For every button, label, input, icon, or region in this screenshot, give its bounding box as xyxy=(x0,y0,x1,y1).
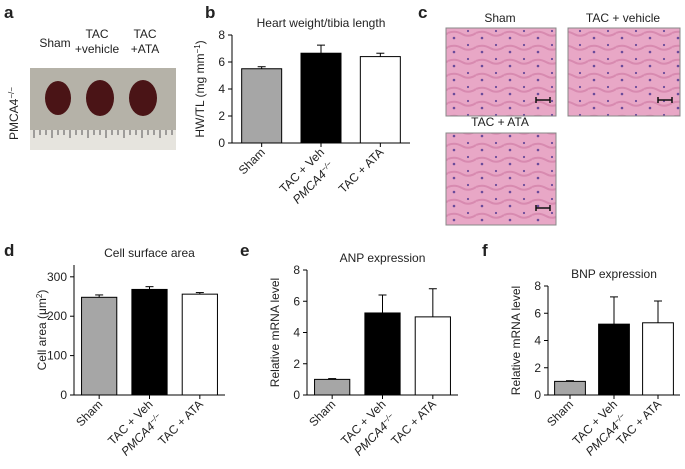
y-tick-label: 0 xyxy=(293,388,300,402)
y-tick-label: 100 xyxy=(47,349,67,363)
y-label-part: HW/TL (mg mm xyxy=(193,53,207,137)
y-label-part: Relative mRNA level xyxy=(268,278,282,387)
bar xyxy=(642,322,674,396)
y-label-part: −1 xyxy=(193,44,202,54)
heart-photo xyxy=(30,68,176,150)
bar xyxy=(181,293,218,396)
x-tick-label: TAC + ATA xyxy=(155,397,206,448)
bar xyxy=(81,296,118,396)
x-tick-label: Sham xyxy=(306,397,338,429)
y-axis-label: Relative mRNA level xyxy=(268,278,282,387)
y-tick-label: 6 xyxy=(218,55,225,69)
y-tick-label: 0 xyxy=(534,388,541,402)
y-tick-label: 2 xyxy=(218,109,225,123)
chart-title: BNP expression xyxy=(571,267,657,281)
y-axis-label: Cell area (μm2) xyxy=(35,290,49,371)
x-tick-label: TAC + ATA xyxy=(388,397,439,448)
y-label-part: ) xyxy=(193,40,207,44)
bar xyxy=(364,312,401,396)
photo-label: Sham xyxy=(484,11,515,25)
photo-label: Sham xyxy=(39,36,70,50)
y-tick-label: 4 xyxy=(534,334,541,348)
y-tick-label: 2 xyxy=(534,361,541,375)
panel-letter: e xyxy=(240,241,249,260)
y-axis-label: HW/TL (mg mm−1) xyxy=(193,40,207,137)
bar xyxy=(414,316,451,396)
photo-label: TAC xyxy=(133,27,156,41)
bar xyxy=(300,52,342,144)
y-tick-label: 8 xyxy=(293,263,300,277)
photo-label: TAC + vehicle xyxy=(586,11,660,25)
x-tick-label: Sham xyxy=(236,145,268,177)
y-label-part: Relative mRNA level xyxy=(509,286,523,395)
photo-label: +vehicle xyxy=(75,42,120,56)
y-tick-label: 4 xyxy=(218,82,225,96)
y-tick-label: 2 xyxy=(293,357,300,371)
y-axis-label: Relative mRNA level xyxy=(509,286,523,395)
bar xyxy=(241,68,283,144)
x-tick-label: TAC + ATA xyxy=(336,145,387,196)
y-tick-label: 0 xyxy=(218,136,225,150)
y-tick-label: 200 xyxy=(47,309,67,323)
panel-letter: b xyxy=(205,3,215,22)
y-label-part: ) xyxy=(35,290,49,294)
bar xyxy=(131,288,168,396)
bar xyxy=(314,378,351,396)
y-tick-label: 0 xyxy=(60,388,67,402)
x-tick-label: Sham xyxy=(73,397,105,429)
y-tick-label: 4 xyxy=(293,326,300,340)
genotype-label: PMCA4−/− xyxy=(7,87,21,140)
bar xyxy=(359,56,401,144)
histology-photo xyxy=(445,27,681,226)
panel-letter: a xyxy=(4,3,14,22)
panel-letter: c xyxy=(418,3,427,22)
y-tick-label: 8 xyxy=(534,279,541,293)
y-label-part: Cell area (μm xyxy=(35,298,49,370)
chart-title: ANP expression xyxy=(340,251,426,265)
chart-title: Cell surface area xyxy=(104,246,195,260)
x-tick-label: Sham xyxy=(544,397,576,429)
y-tick-label: 300 xyxy=(47,270,67,284)
panel-letter: f xyxy=(482,241,488,260)
chart-title: Heart weight/tibia length xyxy=(257,16,386,30)
y-label-part: 2 xyxy=(35,293,44,298)
y-tick-label: 6 xyxy=(293,294,300,308)
photo-label: TAC + ATA xyxy=(471,115,529,129)
photo-label: TAC xyxy=(85,27,108,41)
y-tick-label: 8 xyxy=(218,28,225,42)
panel-letter: d xyxy=(4,241,14,260)
y-tick-label: 6 xyxy=(534,306,541,320)
bar xyxy=(598,323,630,396)
bar xyxy=(554,380,586,396)
photo-label: +ATA xyxy=(131,42,160,56)
